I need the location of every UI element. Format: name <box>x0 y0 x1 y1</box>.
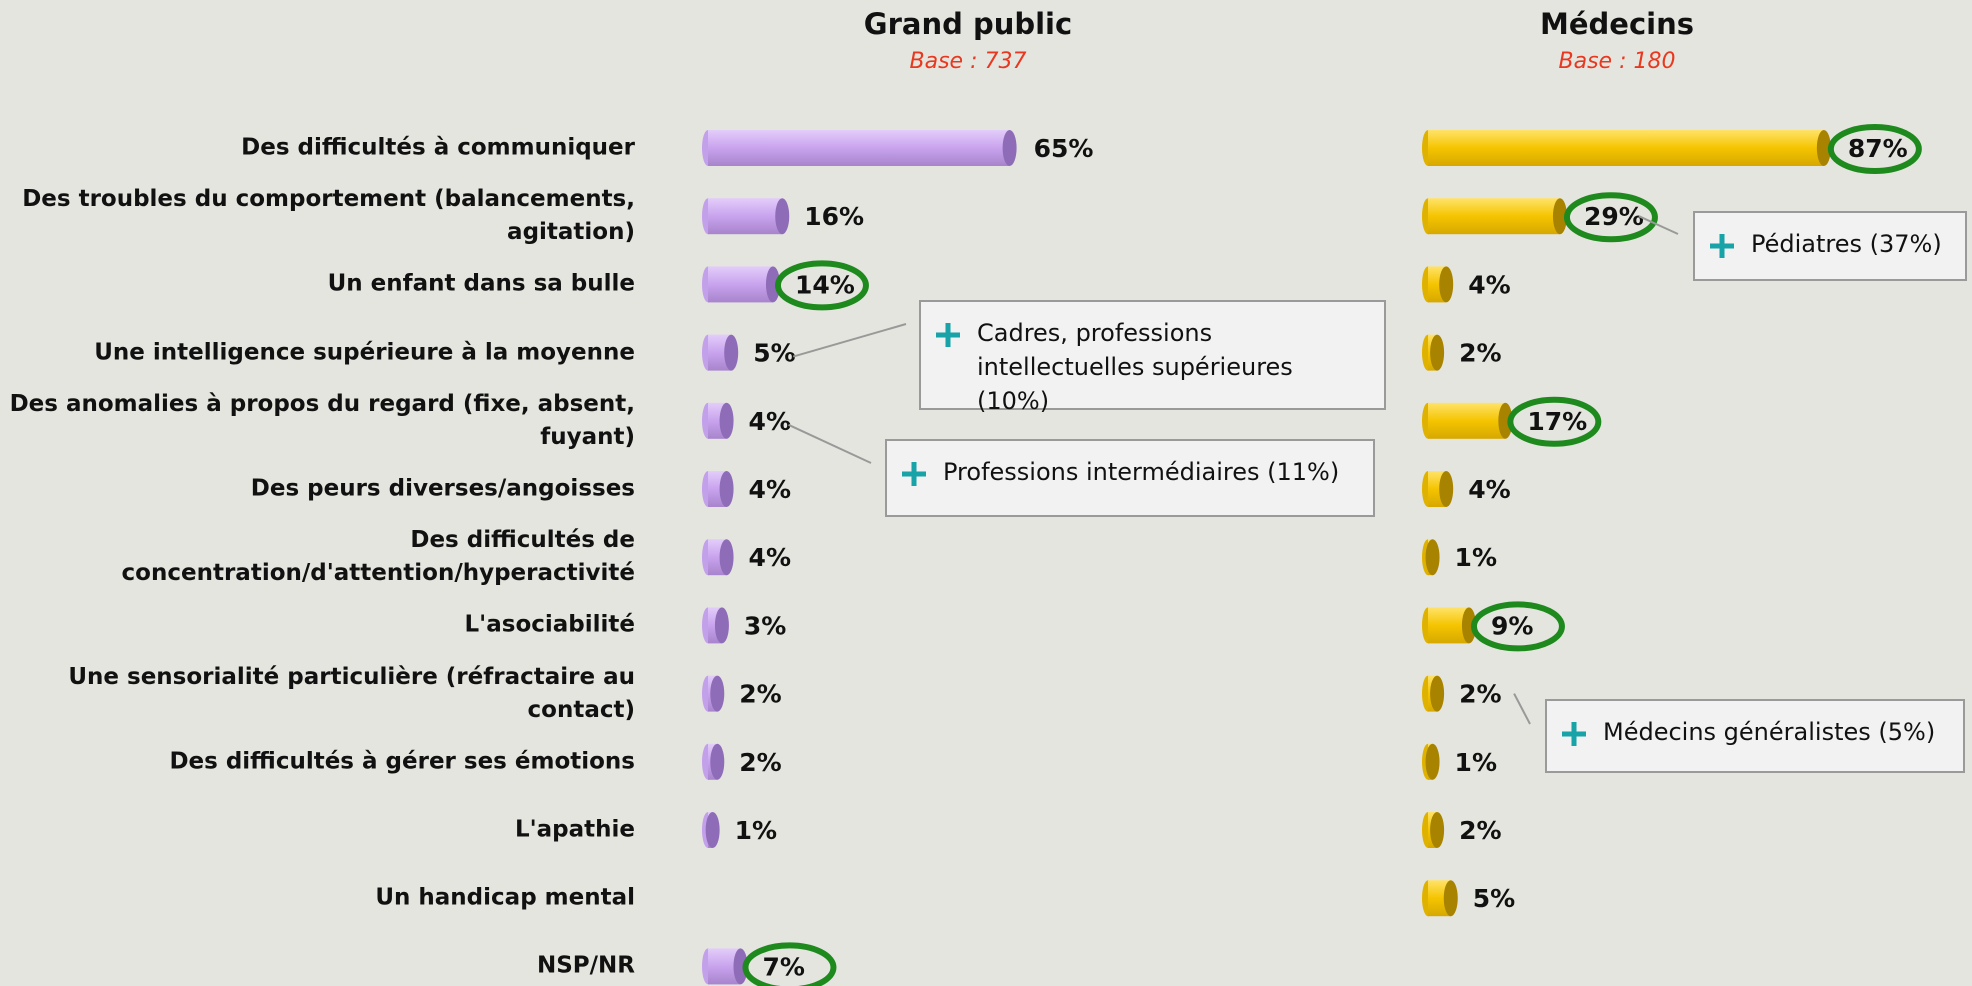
bar-cap <box>710 675 725 712</box>
value-label: 65% <box>1034 134 1094 163</box>
bar-cap <box>719 471 734 507</box>
category-label: Des anomalies à propos du regard (fixe, … <box>9 390 635 450</box>
category-label: L'asociabilité <box>464 611 635 638</box>
value-label: 1% <box>1455 543 1497 572</box>
bar-cap <box>1425 539 1440 576</box>
bar <box>708 130 1010 166</box>
value-label: 4% <box>1468 475 1510 504</box>
bar <box>708 266 773 303</box>
value-label: 2% <box>739 680 781 709</box>
plus-icon <box>1710 234 1734 258</box>
annotation-box: Cadres, professions intellectuelles supé… <box>919 300 1386 415</box>
bar-cap <box>719 402 734 439</box>
bar-cap <box>1430 675 1445 712</box>
leader-line <box>792 323 907 358</box>
bar-cap <box>1430 812 1445 848</box>
panel-title: Médecins <box>1540 7 1694 41</box>
panel-subtitle: Base : 737 <box>910 49 1027 74</box>
value-label: 1% <box>1455 748 1497 777</box>
bar-cap <box>710 743 725 780</box>
value-label: 4% <box>749 407 791 436</box>
bar-cap <box>714 607 729 644</box>
panel-subtitle: Base : 180 <box>1559 49 1676 74</box>
bar-cap <box>765 266 780 303</box>
annotation-box: Professions intermédiaires (11%) <box>885 439 1375 517</box>
value-label: 4% <box>1468 270 1510 299</box>
bar-cap <box>1002 130 1017 166</box>
bar <box>1428 198 1560 235</box>
highlight-circle <box>1827 124 1922 174</box>
bar-cap <box>705 812 720 848</box>
annotation-box: Pédiatres (37%) <box>1693 211 1967 281</box>
category-label: Une sensorialité particulière (réfractai… <box>68 663 635 723</box>
panel-title: Grand public <box>864 7 1072 41</box>
highlight-circle <box>774 260 869 311</box>
highlight-circle <box>1563 192 1658 243</box>
bar <box>1428 402 1506 439</box>
value-label: 5% <box>753 339 795 368</box>
bar-cap <box>1425 743 1440 780</box>
category-label: Des troubles du comportement (balancemen… <box>22 186 635 246</box>
annotation-box: Médecins généralistes (5%) <box>1545 699 1965 773</box>
bar-cap <box>733 948 748 985</box>
bar-cap <box>1430 334 1445 371</box>
category-label: Des difficultés de concentration/d'atten… <box>121 527 635 587</box>
bar-cap <box>724 334 739 371</box>
bar <box>708 198 783 235</box>
value-label: 7% <box>762 952 804 981</box>
category-label: Un enfant dans sa bulle <box>327 270 635 297</box>
bar-cap <box>1816 130 1831 166</box>
bar-cap <box>1439 266 1454 303</box>
value-label: 2% <box>1459 680 1501 709</box>
category-label: Des peurs diverses/angoisses <box>250 475 635 502</box>
value-label: 1% <box>735 816 777 845</box>
value-label: 4% <box>749 475 791 504</box>
value-label: 2% <box>1459 339 1501 368</box>
category-label: Des difficultés à gérer ses émotions <box>169 748 635 775</box>
value-label: 29% <box>1584 202 1644 231</box>
highlight-circle <box>1507 396 1602 447</box>
value-label: 17% <box>1527 407 1587 436</box>
leader-line <box>788 423 872 464</box>
highlight-circle <box>1470 601 1565 652</box>
plus-icon <box>902 462 926 486</box>
bar-cap <box>1443 880 1458 917</box>
bar <box>1428 130 1824 166</box>
value-label: 3% <box>744 611 786 640</box>
value-label: 87% <box>1848 134 1908 163</box>
value-label: 4% <box>749 543 791 572</box>
category-label: L'apathie <box>514 816 635 843</box>
value-label: 5% <box>1473 884 1515 913</box>
plus-icon <box>936 323 960 347</box>
value-label: 2% <box>1459 816 1501 845</box>
bar-cap <box>1461 607 1476 644</box>
bar-cap <box>775 198 790 235</box>
bar-cap <box>719 539 734 576</box>
bar-cap <box>1498 402 1513 439</box>
value-label: 2% <box>739 748 781 777</box>
plus-icon <box>1562 722 1586 746</box>
category-label: Des difficultés à communiquer <box>241 134 635 161</box>
category-label: Un handicap mental <box>375 884 635 911</box>
category-label: NSP/NR <box>536 952 635 979</box>
category-label: Une intelligence supérieure à la moyenne <box>94 339 635 366</box>
value-label: 9% <box>1491 611 1533 640</box>
value-label: 14% <box>795 270 855 299</box>
bar-cap <box>1552 198 1567 235</box>
highlight-circle <box>742 942 837 986</box>
bar-cap <box>1439 471 1454 507</box>
leader-line <box>1638 215 1679 235</box>
value-label: 16% <box>804 202 864 231</box>
leader-line <box>1513 693 1531 725</box>
